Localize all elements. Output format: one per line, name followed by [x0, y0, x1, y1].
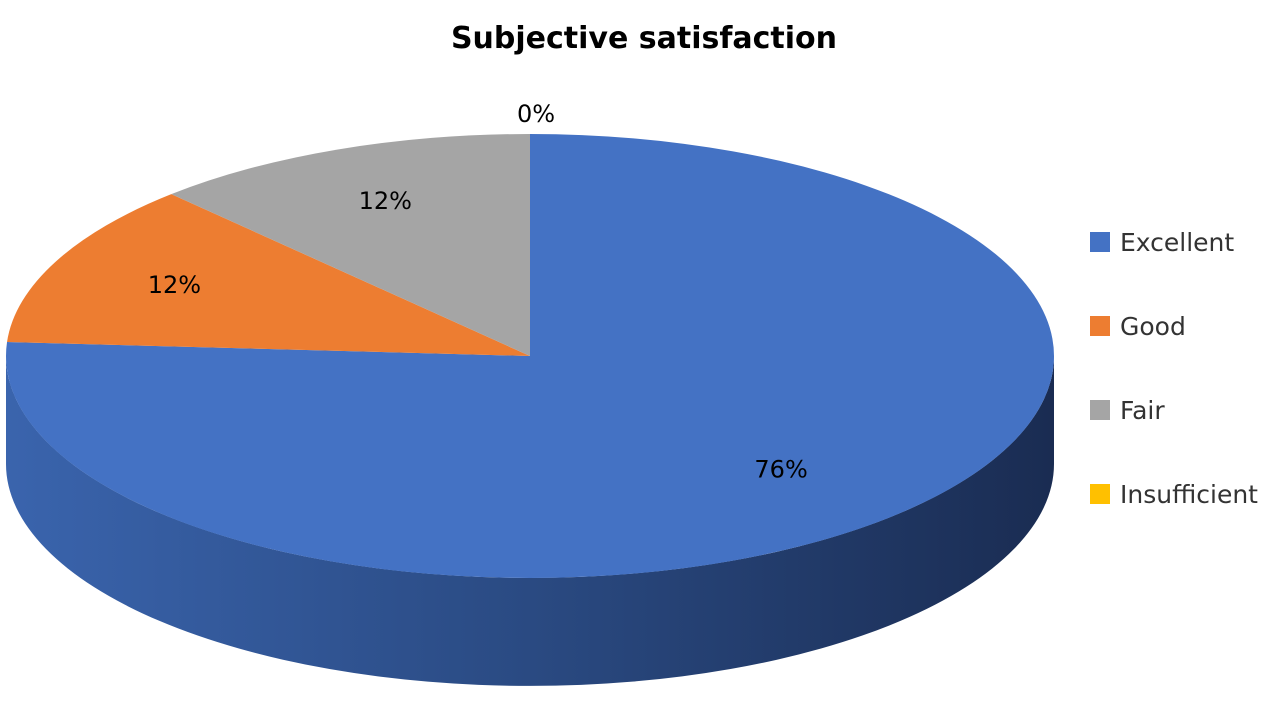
pie-side-excellent: [6, 356, 1054, 686]
legend: Excellent Good Fair Insufficient: [1090, 228, 1258, 509]
data-label-insufficient: 0%: [517, 100, 555, 128]
legend-label-fair: Fair: [1120, 396, 1165, 425]
legend-item-excellent: Excellent: [1090, 228, 1234, 257]
legend-label-excellent: Excellent: [1120, 228, 1234, 257]
legend-item-fair: Fair: [1090, 396, 1165, 425]
pie-slice-fair: [171, 134, 531, 356]
legend-label-insufficient: Insufficient: [1120, 480, 1258, 509]
data-labels-group: 76% 12% 12% 0%: [148, 100, 808, 483]
chart-title: Subjective satisfaction: [451, 21, 837, 56]
legend-swatch-insufficient: [1090, 484, 1110, 504]
pie-slice-good: [7, 194, 530, 356]
pie-top-group: [6, 134, 1055, 578]
data-label-fair: 12%: [359, 187, 412, 215]
legend-swatch-good: [1090, 316, 1110, 336]
pie-side-group: [6, 356, 1054, 686]
legend-item-insufficient: Insufficient: [1090, 480, 1258, 509]
legend-swatch-fair: [1090, 400, 1110, 420]
legend-item-good: Good: [1090, 312, 1186, 341]
legend-label-good: Good: [1120, 312, 1186, 341]
data-label-good: 12%: [148, 271, 201, 299]
data-label-excellent: 76%: [754, 455, 807, 483]
legend-swatch-excellent: [1090, 232, 1110, 252]
